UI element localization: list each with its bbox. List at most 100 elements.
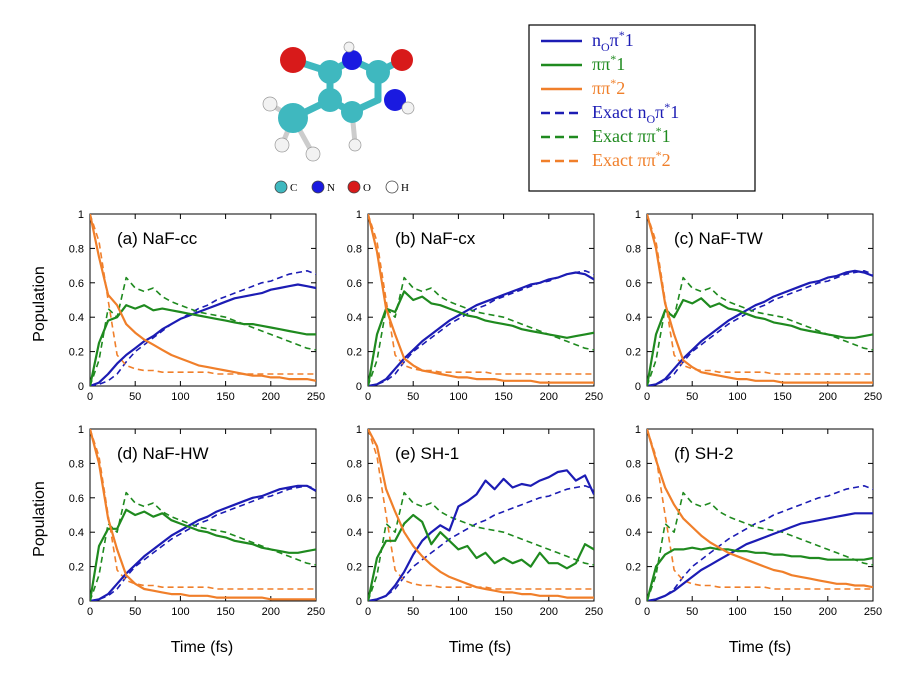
y-tick-label: 0.6 (69, 493, 84, 505)
y-tick-label: 0.2 (626, 347, 641, 359)
panel-a: 0 50 100 150 200 250 0 0.2 0.4 0.6 0.8 1 (a) NaF-cc (69, 209, 325, 403)
x-tick-label: 100 (171, 606, 189, 618)
y-tick-label: 0.6 (347, 278, 362, 290)
series-pipi2 (647, 429, 873, 589)
series-pipi2 (647, 214, 873, 384)
y-tick-label: 0.4 (347, 527, 362, 539)
series-n-o-pi1 (647, 512, 873, 601)
series-n-o-pi1 (368, 271, 594, 386)
x-tick-label: 0 (644, 606, 650, 618)
y-tick-label: 0.6 (626, 278, 641, 290)
x-tick-label: 200 (262, 391, 280, 403)
x-tick-label: 250 (585, 606, 603, 618)
x-tick-label: 0 (365, 391, 371, 403)
y-tick-label: 0.4 (69, 312, 84, 324)
panel-label: (e) SH-1 (395, 444, 459, 463)
legend-label-n_O_pi1: nOπ*1 (592, 28, 634, 54)
x-tick-label: 200 (540, 606, 558, 618)
x-tick-label: 50 (407, 606, 419, 618)
y-tick-label: 0.8 (347, 458, 362, 470)
panel-label: (d) NaF-HW (117, 444, 209, 463)
series-exact-pipi1 (90, 276, 316, 386)
series-exact-n-o-pi1 (647, 484, 873, 601)
y-tick-label: 1 (356, 209, 362, 221)
y-tick-label: 1 (635, 424, 641, 436)
x-tick-label: 250 (864, 606, 882, 618)
series-pipi2 (368, 214, 594, 384)
y-tick-label: 0.8 (69, 458, 84, 470)
x-tick-label: 150 (773, 606, 791, 618)
y-tick-label: 1 (78, 209, 84, 221)
legend-frame (528, 24, 756, 192)
y-tick-label: 0.4 (626, 527, 641, 539)
series-exact-pipi2 (368, 214, 594, 375)
panel-frame (89, 213, 317, 387)
series-n-o-pi1 (647, 269, 873, 386)
x-tick-label: 100 (449, 606, 467, 618)
ylabel-row1: Population (31, 266, 48, 342)
x-tick-label: 150 (216, 391, 234, 403)
ylabel-row2: Population (31, 481, 48, 557)
series-exact-pipi2 (90, 214, 316, 375)
xlabel-col2: Time (fs) (449, 639, 512, 656)
series-n-o-pi1 (90, 484, 316, 601)
series-n-o-pi1 (90, 283, 316, 386)
x-tick-label: 250 (864, 391, 882, 403)
panel-label: (c) NaF-TW (674, 229, 763, 248)
legend-label-exact_pipi1: Exact ππ*1 (592, 124, 671, 146)
x-tick-label: 250 (585, 391, 603, 403)
y-tick-label: 0 (635, 596, 641, 608)
x-tick-label: 150 (494, 391, 512, 403)
series-exact-pipi1 (368, 276, 594, 386)
y-tick-label: 0.2 (69, 562, 84, 574)
panel-frame (646, 428, 874, 602)
panel-b: 0 50 100 150 200 250 0 0.2 0.4 0.6 0.8 1 (b) NaF-cx (347, 209, 603, 403)
y-tick-label: 0 (635, 381, 641, 393)
atom-O-swatch (347, 180, 361, 194)
y-tick-label: 0.8 (69, 243, 84, 255)
series-exact-n-o-pi1 (90, 269, 316, 386)
series-pipi2 (90, 214, 316, 382)
series-pipi1 (368, 290, 594, 386)
y-tick-label: 0.8 (626, 243, 641, 255)
panel-lines (647, 214, 873, 386)
legend-label-exact_pipi2: Exact ππ*2 (592, 148, 671, 170)
y-tick-label: 0.4 (626, 312, 641, 324)
x-tick-label: 200 (819, 606, 837, 618)
series-exact-pipi1 (368, 491, 594, 601)
x-tick-label: 50 (686, 391, 698, 403)
series-pipi2 (368, 429, 594, 599)
x-tick-label: 0 (365, 606, 371, 618)
panel-e: 0 50 100 150 200 250 0 0.2 0.4 0.6 0.8 1 (e) SH-1 (347, 424, 603, 618)
atom-O-label: O (363, 182, 371, 194)
x-tick-label: 100 (728, 606, 746, 618)
y-tick-label: 0 (356, 596, 362, 608)
y-tick-label: 0 (356, 381, 362, 393)
atom-C-swatch (274, 180, 288, 194)
xlabel-col1: Time (fs) (171, 639, 234, 656)
x-tick-label: 100 (449, 391, 467, 403)
series-pipi2 (90, 429, 316, 601)
y-tick-label: 0 (78, 596, 84, 608)
x-tick-label: 50 (129, 391, 141, 403)
series-exact-n-o-pi1 (368, 484, 594, 601)
y-tick-label: 0.2 (347, 347, 362, 359)
panel-frame (367, 213, 595, 387)
panel-lines (90, 214, 316, 386)
series-exact-pipi2 (90, 429, 316, 590)
series-pipi1 (647, 546, 873, 601)
x-tick-label: 200 (540, 391, 558, 403)
panel-lines (647, 429, 873, 601)
y-tick-label: 0.2 (347, 562, 362, 574)
xlabel-col3: Time (fs) (729, 639, 792, 656)
y-tick-label: 0.2 (69, 347, 84, 359)
y-tick-label: 0.4 (69, 527, 84, 539)
panel-frame (646, 213, 874, 387)
panel-label: (a) NaF-cc (117, 229, 198, 248)
y-tick-label: 0.8 (626, 458, 641, 470)
y-tick-label: 0.8 (347, 243, 362, 255)
x-tick-label: 50 (407, 391, 419, 403)
x-tick-label: 150 (773, 391, 791, 403)
